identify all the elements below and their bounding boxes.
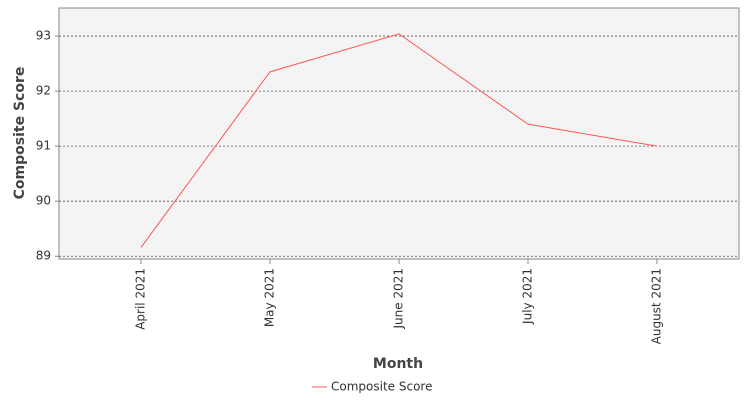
y-tick-label: 90 xyxy=(36,194,51,208)
legend-label: Composite Score xyxy=(331,380,432,394)
x-tick-label: July 2021 xyxy=(521,268,535,325)
x-tick-label: April 2021 xyxy=(134,268,148,330)
y-tick-label: 93 xyxy=(36,29,51,43)
y-tick-label: 89 xyxy=(36,249,51,263)
y-axis-title: Composite Score xyxy=(12,67,28,200)
x-tick-label: August 2021 xyxy=(650,268,664,344)
y-tick-label: 92 xyxy=(36,84,51,98)
x-axis-title: Month xyxy=(373,356,423,372)
x-tick-label: June 2021 xyxy=(392,268,406,330)
plot-area xyxy=(58,7,740,260)
y-tick-label: 91 xyxy=(36,139,51,153)
x-tick-label: May 2021 xyxy=(263,268,277,327)
series-line xyxy=(140,33,658,248)
